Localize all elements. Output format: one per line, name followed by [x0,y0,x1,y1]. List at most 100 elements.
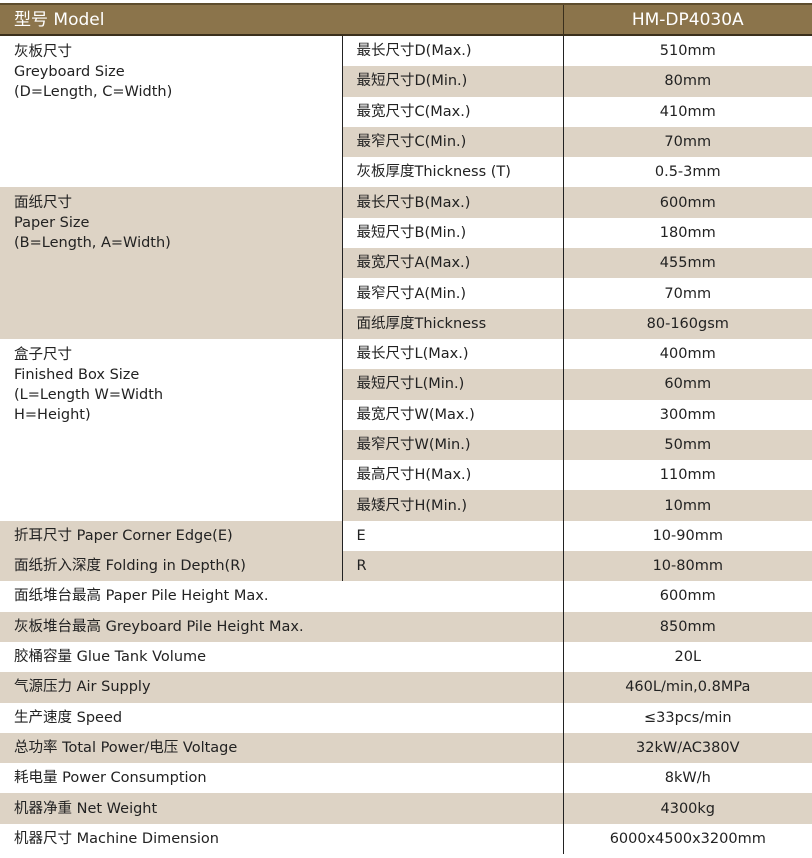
param-value: 300mm [562,399,812,430]
param-label: 最宽尺寸A(Max.) [341,248,564,279]
group-label: 灰板尺寸 Greyboard Size (D=Length, C=Width) [0,35,342,187]
param-label: 最短尺寸L(Min.) [341,369,564,400]
param-label: 最矮尺寸H(Min.) [341,490,564,521]
param-value: ≤33pcs/min [562,702,812,733]
param-value: 180mm [562,217,812,249]
table-row: 最短尺寸D(Min.) 80mm [0,66,812,97]
group-label-line: Paper Size [14,215,90,232]
table-row: 机器净重 Net Weight 4300kg [0,793,812,824]
param-value: 455mm [562,248,812,279]
table-row: 最窄尺寸W(Min.) 50mm [0,429,812,461]
group-label-line: H=Height) [14,406,91,423]
table-row: 最短尺寸L(Min.) 60mm [0,369,812,400]
table-row: 面纸厚度Thickness 80-160gsm [0,308,812,339]
model-label: 型号 Model [0,3,564,36]
param-value: 6000x4500x3200mm [562,823,812,855]
table-row: 胶桶容量 Glue Tank Volume 20L [0,641,812,673]
row-label: 胶桶容量 Glue Tank Volume [14,649,207,666]
param-label: 最窄尺寸C(Min.) [341,126,564,158]
param-value: 0.5-3mm [562,157,812,188]
param-value: 600mm [562,581,812,612]
param-value: 400mm [562,338,812,370]
group-label-line: 灰板尺寸 [14,44,72,60]
group-label-line: (D=Length, C=Width) [14,84,173,100]
row-label: 灰板堆台最高 Greyboard Pile Height Max. [0,611,564,642]
param-label: 最长尺寸L(Max.) [341,338,564,370]
param-value: 110mm [562,460,812,491]
table-row: 折耳尺寸 Paper Corner Edge(E) E 10-90mm [0,520,812,552]
param-value: 70mm [562,126,812,158]
param-value: 32kW/AC380V [562,732,812,764]
table-row: 最短尺寸B(Min.) 180mm [0,217,812,249]
param-value: 50mm [562,429,812,461]
table-row: 气源压力 Air Supply 460L/min,0.8MPa [0,672,812,703]
table-row: 灰板尺寸 Greyboard Size (D=Length, C=Width) 最长尺… [0,35,812,100]
param-label: 最短尺寸D(Min.) [341,66,564,97]
table-row: 面纸尺寸 Paper Size (B=Length, A=Width) 最长尺寸B(M… [0,187,812,339]
table-row: 耗电量 Power Consumption 8kW/h [0,763,812,794]
row-label: 耗电量 Power Consumption [14,770,207,787]
table-row: 面纸折入深度 Folding in Depth(R) R 10-80mm [0,551,812,582]
group-label-line: 盒子尺寸 [14,346,72,363]
param-value: 8kW/h [562,763,812,794]
table-row: 最宽尺寸W(Max.) 300mm [0,399,812,430]
param-value: 10-90mm [562,520,812,552]
row-label: 面纸堆台最高 Paper Pile Height Max. [14,588,269,605]
table-row: 最宽尺寸C(Max.) 410mm [0,96,812,127]
row-label: 机器尺寸 Machine Dimension [14,830,219,847]
table-row: 最高尺寸H(Max.) 110mm [0,460,812,491]
table-row: 最窄尺寸A(Min.) 70mm [0,278,812,309]
param-value: 60mm [562,369,812,400]
row-label: 折耳尺寸 Paper Corner Edge(E) [0,520,342,552]
param-value: 4300kg [562,793,812,824]
param-label: 最窄尺寸A(Min.) [341,278,564,309]
param-label: 最长尺寸B(Max.) [341,187,564,218]
table-row: 盒子尺寸 Finished Box Size (L=Length W=Width H=… [0,338,812,423]
header-row: 型号 Model HM-DP4030A [0,3,812,36]
param-value: 460L/min,0.8MPa [562,672,812,703]
param-label: 灰板厚度Thickness (T) [341,157,564,188]
param-label: 最短尺寸B(Min.) [341,217,564,249]
param-value: 510mm [562,35,812,67]
row-label: 气源压力 Air Supply [0,672,564,703]
param-value: 80mm [562,66,812,97]
param-label: 面纸厚度Thickness [341,308,564,339]
param-value: 70mm [562,278,812,309]
model-value: HM-DP4030A [562,3,812,36]
group-label: 盒子尺寸 Finished Box Size (L=Length W=Width H=… [0,339,342,521]
param-value: 10mm [562,490,812,521]
table-row: 生产速度 Speed ≤33pcs/min [0,702,812,733]
table-row: 最窄尺寸C(Min.) 70mm [0,126,812,158]
param-label: 最窄尺寸W(Min.) [341,429,564,461]
param-label: 最高尺寸H(Max.) [341,460,564,491]
group-label: 面纸尺寸 Paper Size (B=Length, A=Width) [0,187,342,339]
table-row: 最矮尺寸H(Min.) 10mm [0,490,812,521]
param-label: 最宽尺寸W(Max.) [341,399,564,430]
row-label: 生产速度 Speed [14,709,123,726]
param-value: 10-80mm [562,551,812,582]
group-label-line: (L=Length W=Width [14,386,164,403]
spec-table: 型号 Model HM-DP4030A 灰板尺寸 Greyboard Size (D… [0,3,812,855]
group-label-line: 面纸尺寸 [14,195,72,212]
param-label: 最宽尺寸C(Max.) [341,96,564,127]
param-label: 最长尺寸D(Max.) [341,35,564,67]
param-value: 600mm [562,187,812,218]
table-row: 总功率 Total Power/电压 Voltage 32kW/AC380V [0,732,812,764]
row-label: 面纸折入深度 Folding in Depth(R) [0,551,342,582]
param-value: 80-160gsm [562,308,812,339]
table-row: 最宽尺寸A(Max.) 455mm [0,248,812,279]
param-value: 20L [562,641,812,673]
param-value: 850mm [562,611,812,642]
param-label: R [341,551,564,582]
table-row: 机器尺寸 Machine Dimension 6000x4500x3200mm [0,823,812,855]
row-label: 总功率 Total Power/电压 Voltage [0,732,564,764]
group-label-line: Finished Box Size [14,366,140,383]
param-value: 410mm [562,96,812,127]
table-row: 面纸堆台最高 Paper Pile Height Max. 600mm [0,581,812,612]
table-row: 灰板厚度Thickness (T) 0.5-3mm [0,157,812,188]
table-row: 灰板堆台最高 Greyboard Pile Height Max. 850mm [0,611,812,642]
group-label-line: Greyboard Size [14,64,125,80]
row-label: 机器净重 Net Weight [0,793,564,824]
param-label: E [341,520,564,552]
group-label-line: (B=Length, A=Width) [14,235,171,252]
